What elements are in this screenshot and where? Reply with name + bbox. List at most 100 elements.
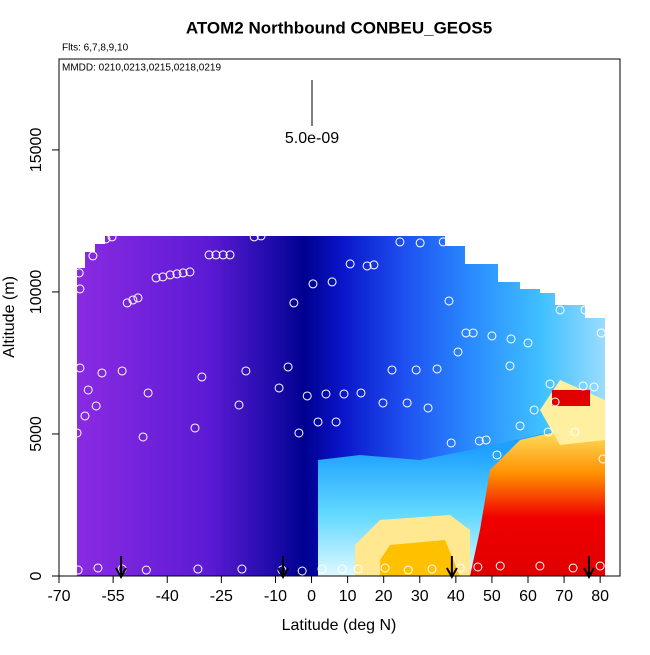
- y-axis-label: Altitude (m): [1, 276, 18, 358]
- flight-point: [444, 296, 454, 306]
- flight-point: [75, 284, 85, 294]
- flight-point: [141, 565, 151, 575]
- flight-point: [283, 362, 293, 372]
- flight-point: [468, 328, 478, 338]
- x-tick-label: 40: [447, 588, 465, 605]
- arrow: [446, 556, 458, 580]
- flight-point: [492, 450, 502, 460]
- flight-point: [289, 298, 299, 308]
- flight-point: [151, 273, 161, 283]
- flight-point: [133, 293, 143, 303]
- x-tick-label: 0: [307, 588, 316, 605]
- arrow-part: [115, 567, 127, 580]
- flight-point: [387, 365, 397, 375]
- flight-point: [172, 269, 182, 279]
- flight-point: [197, 372, 207, 382]
- x-tick-label: 60: [519, 588, 537, 605]
- flight-point: [327, 277, 337, 287]
- x-tick-label: 80: [591, 588, 609, 605]
- flight-point: [353, 564, 363, 574]
- flight-point: [211, 250, 221, 260]
- flight-point: [395, 237, 405, 247]
- x-tick-label: -55: [102, 588, 125, 605]
- flight-point: [74, 268, 84, 278]
- flight-point: [545, 379, 555, 389]
- flight-point: [427, 564, 437, 574]
- flight-point: [241, 366, 251, 376]
- flight-point: [73, 565, 83, 575]
- arrow: [115, 556, 127, 580]
- x-tick-label: -40: [156, 588, 179, 605]
- x-tick-label: 30: [411, 588, 429, 605]
- flight-point: [331, 417, 341, 427]
- flight-point: [423, 403, 433, 413]
- flight-point: [578, 381, 588, 391]
- flight-point: [535, 561, 545, 571]
- flight-point: [474, 436, 484, 446]
- flight-point: [380, 563, 390, 573]
- flight-point: [204, 250, 214, 260]
- flight-point: [415, 238, 425, 248]
- plot-frame: [58, 58, 621, 577]
- x-tick-label: 10: [339, 588, 357, 605]
- flight-point: [570, 427, 580, 437]
- flight-point: [178, 268, 188, 278]
- flight-point: [72, 428, 82, 438]
- flight-point: [249, 232, 259, 242]
- flight-point: [297, 566, 307, 576]
- flight-point: [165, 270, 175, 280]
- flight-point: [234, 400, 244, 410]
- flight-point: [294, 428, 304, 438]
- flight-point: [515, 421, 525, 431]
- chart-title: ATOM2 Northbound CONBEU_GEOS5: [186, 18, 492, 37]
- flight-point: [88, 251, 98, 261]
- flight-point: [411, 365, 421, 375]
- flight-point: [543, 427, 553, 437]
- flight-point: [317, 564, 327, 574]
- x-tick-label: -70: [47, 588, 70, 605]
- flight-point: [190, 423, 200, 433]
- flight-point: [550, 397, 560, 407]
- flight-point: [529, 405, 539, 415]
- flight-point: [473, 562, 483, 572]
- curtain-field: [77, 236, 605, 576]
- flight-point: [481, 435, 491, 445]
- flight-point: [193, 564, 203, 574]
- flight-point: [128, 295, 138, 305]
- flight-point: [506, 334, 516, 344]
- arrow-part: [446, 567, 458, 580]
- flight-point: [80, 411, 90, 421]
- flight-point: [438, 237, 448, 247]
- arrow: [583, 556, 595, 580]
- flight-point: [237, 564, 247, 574]
- x-tick-label: 50: [483, 588, 501, 605]
- flight-point: [523, 338, 533, 348]
- flight-point: [75, 363, 85, 373]
- flight-point: [337, 564, 347, 574]
- flight-point: [91, 401, 101, 411]
- flight-point: [403, 565, 413, 575]
- flight-point: [461, 328, 471, 338]
- flight-point: [555, 305, 565, 315]
- y-tick-label: 0: [28, 571, 45, 580]
- flight-point: [568, 563, 578, 573]
- flight-point: [313, 417, 323, 427]
- flight-point: [308, 279, 318, 289]
- y-tick-label: 5000: [28, 416, 45, 452]
- arrow: [277, 556, 289, 580]
- flight-point: [446, 438, 456, 448]
- flight-point: [369, 260, 379, 270]
- flight-point: [495, 561, 505, 571]
- flight-point: [356, 388, 366, 398]
- flight-point: [218, 250, 228, 260]
- flight-point: [589, 382, 599, 392]
- flight-point: [362, 261, 372, 271]
- flight-point: [107, 232, 117, 242]
- flight-point: [143, 388, 153, 398]
- x-tick-label: -10: [264, 588, 287, 605]
- flight-point: [345, 259, 355, 269]
- flight-point: [97, 368, 107, 378]
- flight-point: [321, 389, 331, 399]
- flight-point: [256, 231, 266, 241]
